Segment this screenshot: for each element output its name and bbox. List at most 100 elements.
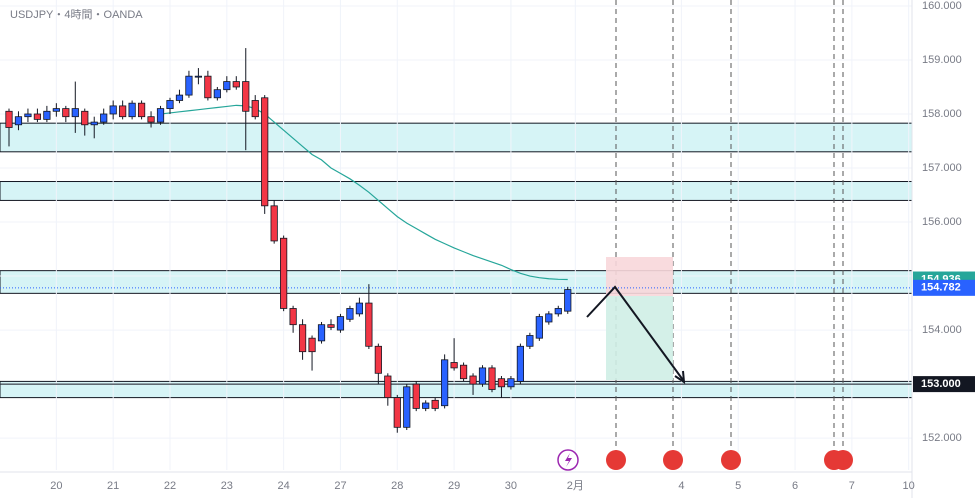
event-icon[interactable] bbox=[721, 450, 741, 470]
candle-body bbox=[393, 397, 401, 428]
candle-body bbox=[450, 362, 458, 369]
candle-body bbox=[346, 308, 354, 320]
x-tick-label: 29 bbox=[448, 480, 460, 492]
x-tick-label: 23 bbox=[221, 480, 233, 492]
candle-body bbox=[14, 116, 23, 126]
candle-body bbox=[223, 81, 231, 91]
moving-average bbox=[160, 104, 568, 281]
x-tick-label: 28 bbox=[391, 480, 403, 492]
zone bbox=[0, 122, 913, 153]
candle-body bbox=[128, 102, 136, 118]
candle-body bbox=[422, 402, 430, 409]
candle-body bbox=[384, 375, 392, 399]
x-tick-label: 20 bbox=[50, 480, 62, 492]
candle-body bbox=[431, 399, 439, 409]
candle-body bbox=[119, 105, 127, 118]
zone bbox=[0, 270, 913, 294]
candle-body bbox=[270, 205, 278, 242]
candle-body bbox=[100, 113, 108, 123]
candle-body bbox=[469, 375, 477, 385]
candle-body bbox=[412, 383, 420, 409]
candle-body bbox=[261, 97, 269, 207]
candle-body bbox=[185, 75, 193, 96]
event-lines bbox=[615, 0, 844, 470]
zone bbox=[0, 181, 913, 201]
candle-body bbox=[62, 108, 70, 118]
x-tick-label: 6 bbox=[792, 480, 798, 492]
candle-body bbox=[336, 316, 345, 331]
candle-body bbox=[24, 113, 32, 118]
y-tick-label: 152.000 bbox=[922, 432, 962, 444]
candle-body bbox=[109, 105, 117, 115]
candle-body bbox=[5, 110, 13, 128]
x-tick-label: 30 bbox=[505, 480, 517, 492]
arrow-head bbox=[674, 370, 686, 384]
candle-body bbox=[516, 345, 524, 382]
x-tick-label: 22 bbox=[164, 480, 176, 492]
candle-body bbox=[90, 121, 98, 126]
candle-body bbox=[156, 108, 165, 123]
y-tick-label: 156.000 bbox=[922, 216, 962, 228]
candle-body bbox=[71, 108, 79, 118]
price-label: 153.000 bbox=[921, 378, 961, 390]
candle-body bbox=[251, 100, 259, 118]
position-tool bbox=[606, 257, 673, 380]
candle-body bbox=[554, 308, 562, 315]
candle-body bbox=[204, 75, 212, 99]
candle-body bbox=[535, 316, 543, 339]
x-tick-label: 4 bbox=[678, 480, 684, 492]
candle-body bbox=[289, 308, 297, 326]
y-tick-label: 157.000 bbox=[922, 162, 962, 174]
candle-body bbox=[194, 75, 203, 78]
candle-body bbox=[545, 313, 553, 323]
candle-body bbox=[81, 110, 89, 126]
price-label: 154.782 bbox=[921, 282, 961, 294]
candle-body bbox=[317, 324, 326, 342]
price-label-box bbox=[913, 279, 975, 296]
event-icon[interactable] bbox=[606, 450, 626, 470]
y-tick-label: 160.000 bbox=[922, 0, 962, 12]
event-icon[interactable] bbox=[824, 450, 844, 470]
x-tick-label: 27 bbox=[334, 480, 346, 492]
candle-body bbox=[213, 89, 221, 99]
event-icons bbox=[557, 449, 853, 471]
candle-body bbox=[33, 113, 42, 120]
candle-body bbox=[175, 94, 184, 101]
candle-body bbox=[478, 367, 487, 385]
event-icon[interactable] bbox=[663, 450, 683, 470]
candle-body bbox=[280, 237, 288, 309]
candle-body bbox=[137, 102, 146, 118]
candle-body bbox=[497, 378, 506, 388]
x-tick-label: 7 bbox=[849, 480, 855, 492]
candle-body bbox=[526, 335, 534, 347]
x-tick-label: 2月 bbox=[567, 480, 584, 492]
x-tick-label: 21 bbox=[107, 480, 119, 492]
x-tick-label: 10 bbox=[903, 480, 915, 492]
candle-body bbox=[52, 108, 60, 112]
candle-body bbox=[298, 324, 307, 353]
candle-body bbox=[365, 302, 373, 347]
candle-body bbox=[355, 302, 364, 315]
arrow-path bbox=[586, 285, 684, 381]
candle-body bbox=[459, 364, 468, 380]
candle-body bbox=[564, 289, 572, 312]
candle-body bbox=[374, 345, 382, 374]
axes: 152.000153.000154.000155.000156.000157.0… bbox=[50, 0, 975, 492]
candle-body bbox=[147, 116, 155, 123]
x-tick-label: 24 bbox=[278, 480, 290, 492]
candle-body bbox=[403, 386, 411, 428]
candle-body bbox=[166, 100, 174, 109]
y-tick-label: 154.000 bbox=[922, 324, 962, 336]
x-tick-label: 5 bbox=[735, 480, 741, 492]
candle-body bbox=[242, 81, 250, 112]
candle-body bbox=[441, 359, 449, 407]
y-tick-label: 159.000 bbox=[922, 54, 962, 66]
y-tick-label: 158.000 bbox=[922, 108, 962, 120]
arrow bbox=[586, 285, 686, 384]
candle-body bbox=[488, 367, 496, 390]
candle-body bbox=[43, 110, 51, 120]
target-box bbox=[606, 296, 673, 380]
